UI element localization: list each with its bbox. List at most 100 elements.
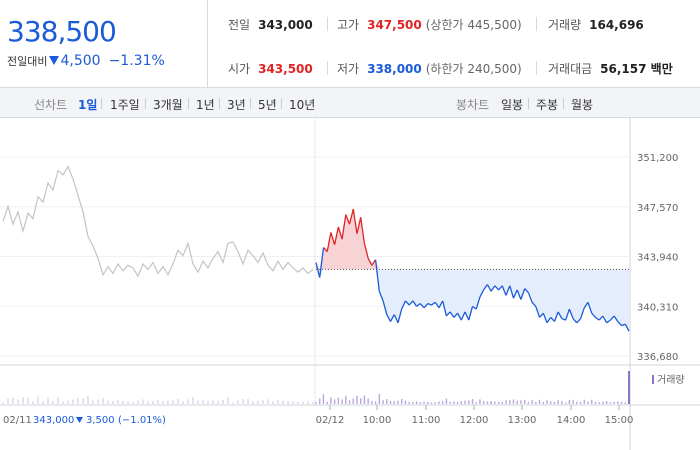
today-price-segment [431, 301, 436, 306]
current-price: 338,500 [7, 15, 117, 48]
stat-open: 시가 343,500 [228, 62, 313, 76]
today-price-segment [602, 315, 608, 324]
down-triangle-icon [49, 56, 60, 65]
today-price-segment [486, 284, 492, 292]
today-price-segment [621, 323, 626, 327]
today-price-segment [442, 300, 448, 317]
today-price-segment [561, 318, 566, 321]
tab-1-year[interactable]: 1년 [196, 98, 215, 112]
down-triangle-icon [76, 417, 83, 423]
stat-prev-close: 전일 343,000 [228, 18, 313, 32]
today-price-segment [613, 315, 619, 322]
tab-divider [145, 98, 146, 109]
today-price-segment [356, 217, 362, 234]
today-price-segment [449, 311, 455, 318]
tab-5-years[interactable]: 5년 [258, 98, 277, 112]
tab-divider [563, 98, 564, 109]
y-tick-label: 343,940 [637, 253, 678, 264]
y-tick-label: 336,680 [637, 352, 678, 363]
today-price-segment [401, 300, 406, 310]
today-price-segment [319, 247, 325, 278]
y-tick-label: 351,200 [637, 153, 678, 164]
quote-header: 338,500 전일대비 4,500 −1.31% 전일 343,000 고가 347,… [0, 0, 700, 88]
x-tick-label: 12:00 [460, 415, 489, 426]
today-price-segment [345, 214, 351, 225]
today-price-segment [323, 247, 328, 253]
today-price-segment [378, 291, 384, 302]
today-price-segment [516, 289, 522, 300]
tab-10-years[interactable]: 10년 [289, 98, 316, 112]
stat-trade-amount: 거래대금 56,157 백만 [548, 62, 673, 76]
change-percent: −1.31% [108, 53, 165, 69]
today-price-segment [595, 316, 600, 321]
today-price-segment [568, 308, 574, 319]
today-price-segment [598, 315, 604, 321]
today-price-segment [583, 301, 589, 309]
prev-day-price-line [2, 165, 314, 278]
today-price-segment [315, 262, 321, 278]
today-price-segment [472, 305, 477, 310]
chart-period-tabs: 선차트 1일 1주일 3개월 1년 3년 5년 10년 봉차트 일봉 주봉 월봉 [0, 88, 700, 118]
prev-day-change-label: 3,500 [86, 415, 115, 426]
today-price-segment [479, 289, 485, 298]
today-price-segment [535, 306, 541, 318]
today-price-segment [386, 314, 392, 322]
today-price-segment [501, 285, 507, 296]
tab-weekly-candle[interactable]: 주봉 [536, 98, 559, 112]
tab-divider [528, 98, 529, 109]
tab-1-day[interactable]: 1일 [78, 98, 98, 112]
today-price-segment [330, 232, 336, 245]
today-price-segment [333, 226, 340, 245]
today-price-segment [505, 285, 511, 296]
price-change: 전일대비 4,500 −1.31% [7, 53, 165, 69]
tab-divider [101, 98, 102, 109]
today-price-segment [363, 243, 369, 259]
today-price-segment [550, 316, 555, 322]
change-value: 4,500 [60, 53, 101, 69]
prev-day-date-label: 02/11 [3, 415, 32, 426]
today-price-segment [531, 301, 537, 307]
tab-divider [219, 98, 220, 109]
today-price-segment [468, 306, 474, 321]
stat-low: 저가 338,000 (하한가 240,500) [337, 62, 522, 76]
today-price-segment [591, 312, 596, 318]
below-reference-fill [316, 269, 629, 332]
today-price-segment [512, 289, 518, 299]
volume-legend-swatch [652, 375, 654, 384]
today-price-segment [389, 314, 395, 322]
today-price-segment [587, 302, 593, 314]
tab-1-week[interactable]: 1주일 [110, 98, 140, 112]
intraday-price-chart[interactable]: 351,200 347,570 343,940 340,310 336,680 거래량 02… [0, 118, 700, 450]
today-price-segment [509, 285, 515, 299]
today-price-segment [475, 296, 481, 310]
stat-high: 고가 347,500 (상한가 445,500) [337, 18, 522, 32]
x-tick-label: 14:00 [557, 415, 586, 426]
tab-daily-candle[interactable]: 일봉 [501, 98, 524, 112]
prev-day-close-label: 343,000 [33, 415, 74, 426]
today-price-segment [419, 303, 425, 309]
today-price-segment [408, 300, 414, 306]
today-price-segment [382, 300, 388, 315]
today-price-segment [617, 321, 622, 327]
today-price-segment [490, 285, 496, 292]
today-price-segment [427, 302, 432, 306]
today-price-segment [423, 303, 429, 309]
today-price-segment [397, 308, 403, 323]
today-price-segment [434, 301, 440, 309]
today-price-segment [542, 312, 548, 324]
divider [536, 17, 537, 31]
today-price-segment [546, 317, 552, 324]
y-tick-label: 340,310 [637, 302, 678, 313]
today-price-segment [457, 312, 462, 321]
above-reference-fill [316, 209, 629, 270]
tab-3-years[interactable]: 3년 [227, 98, 246, 112]
today-price-segment [565, 308, 571, 321]
change-label: 전일대비 [7, 55, 48, 68]
today-price-segment [371, 259, 377, 266]
candle-chart-label: 봉차트 [456, 98, 490, 112]
today-price-segment [524, 288, 529, 294]
tab-monthly-candle[interactable]: 월봉 [571, 98, 594, 112]
today-price-segment [576, 318, 582, 324]
tab-3-months[interactable]: 3개월 [153, 98, 183, 112]
y-tick-label: 347,570 [637, 203, 678, 214]
